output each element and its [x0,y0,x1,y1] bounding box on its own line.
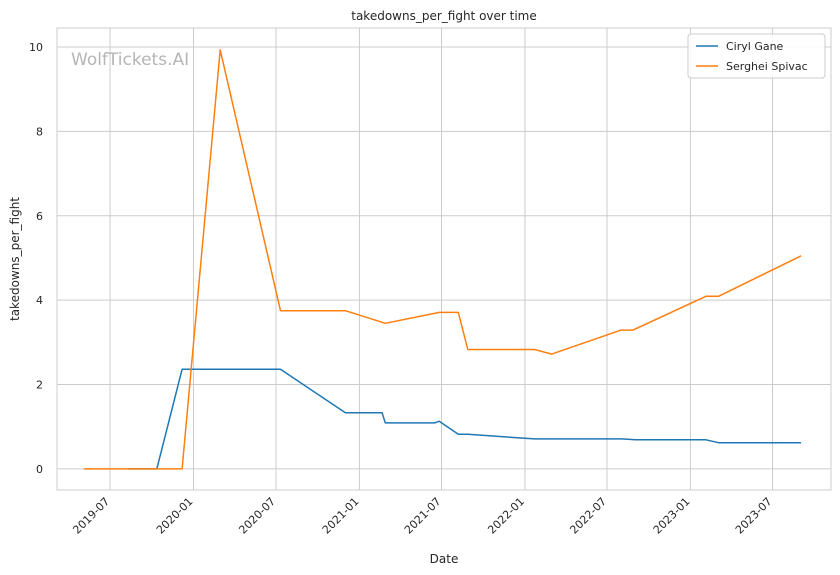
y-axis: 0 2 4 6 8 10 [29,41,43,476]
grid [57,28,831,490]
y-axis-label: takedowns_per_fight [8,197,22,321]
legend: Ciryl Gane Serghei Spivac [687,33,826,79]
y-tick-label: 6 [36,210,43,223]
series-line-ciryl-gane [128,368,802,470]
legend-label: Ciryl Gane [726,40,784,53]
chart-title: takedowns_per_fight over time [351,9,537,23]
plot-frame [56,27,832,491]
y-tick-label: 10 [29,41,43,54]
y-tick-label: 2 [36,379,43,392]
y-tick-label: 0 [36,463,43,476]
legend-box [687,33,826,79]
series-layer [83,49,802,470]
watermark: WolfTickets.AI [71,50,189,70]
y-tick-label: 4 [36,294,43,307]
legend-label: Serghei Spivac [726,60,808,73]
y-tick-label: 8 [36,125,43,138]
series-line-serghei-spivac [83,49,802,470]
x-axis-label: Date [430,552,459,566]
